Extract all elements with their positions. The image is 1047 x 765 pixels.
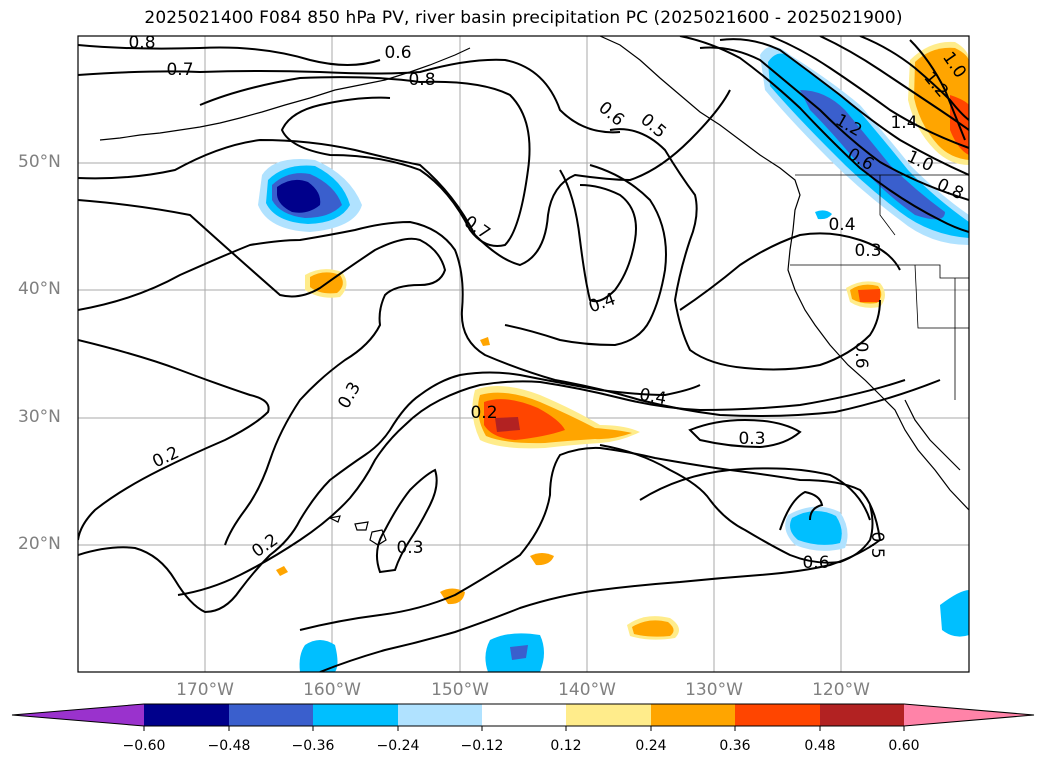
colorbar-segment [820,704,904,726]
colorbar-segment [229,704,313,726]
colorbar-extend-high [904,704,1034,726]
colorbar-segment [651,704,735,726]
contour-label: 0.5 [636,110,670,143]
colorbar-segment [482,704,566,726]
colorbar-tick: 0.48 [804,738,836,754]
colorbar-tick: 0.12 [550,738,582,754]
precip-fill-positive [276,41,969,640]
contour-label: 0.3 [334,379,365,412]
colorbar-tick: 0.60 [888,738,920,754]
colorbar-tick: 0.36 [719,738,751,754]
colorbar-tick: −0.12 [460,738,504,754]
colorbar-segment [144,704,229,726]
colorbar-tick: −0.36 [291,738,335,754]
colorbar-tick: −0.24 [376,738,420,754]
colorbar-segment [313,704,398,726]
coastlines [99,36,969,546]
contour-label: 0.5 [867,531,887,558]
contour-label: 0.2 [149,443,182,473]
lat-label: 40°N [18,279,61,299]
lat-label: 30°N [18,407,61,427]
pv-contours [78,36,969,672]
contour-label: 0.3 [396,538,423,558]
precip-fill-negative [258,46,969,672]
colorbar-tick: −0.60 [122,738,166,754]
contour-label: 0.3 [738,429,765,449]
contour-label: 0.4 [828,215,855,235]
contour-label: 0.6 [384,43,411,63]
colorbar-tick: −0.48 [207,738,251,754]
colorbar-segment [566,704,651,726]
contour-label: 0.2 [470,403,497,423]
contour-label: 0.3 [854,241,881,261]
contour-label: 0.8 [128,33,155,53]
contour-label: 0.2 [248,530,282,562]
lon-label: 130°W [685,680,743,700]
contour-label: 0.8 [408,70,435,90]
colorbar-segment [735,704,820,726]
colorbar-extend-low [12,704,144,726]
lon-label: 120°W [812,680,870,700]
colorbar [11,703,1035,731]
lat-label: 50°N [18,152,61,172]
lon-label: 170°W [176,680,234,700]
contour-label: 0.7 [166,60,193,80]
lon-label: 160°W [303,680,361,700]
contour-label: 0.4 [638,385,668,409]
map-frame [77,35,970,673]
map-title: 2025021400 F084 850 hPa PV, river basin … [144,8,903,28]
lon-label: 140°W [558,680,616,700]
lat-label: 20°N [18,534,61,554]
contour-label: 0.6 [851,341,871,368]
lon-label: 150°W [431,680,489,700]
contour-label: 0.4 [586,289,618,317]
contour-label: 0.6 [802,553,829,573]
colorbar-tick: 0.24 [635,738,667,754]
colorbar-segment [398,704,482,726]
contour-label: 1.4 [890,113,917,133]
borders [790,174,969,400]
contour-label: 0.6 [594,98,628,131]
